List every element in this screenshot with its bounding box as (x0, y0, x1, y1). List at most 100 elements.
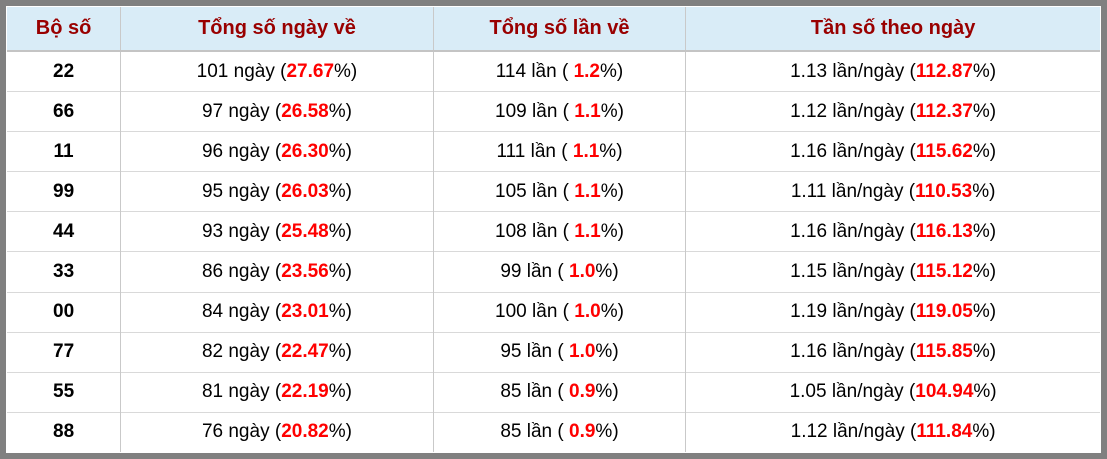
times-suffix: %) (595, 261, 619, 283)
frequency-suffix: %) (972, 60, 997, 82)
days-suffix: %) (328, 220, 352, 242)
times-suffix: %) (595, 421, 619, 443)
cell-pair-number: 55 (7, 371, 121, 413)
cell-total-days: 84 ngày (23.01%) (120, 291, 434, 333)
cell-frequency-per-day: 1.16 lần/ngày (116.13%) (685, 211, 1100, 252)
frequency-text: 1.15 lần/ngày ( (790, 261, 916, 283)
cell-pair-number: 99 (7, 171, 121, 212)
pair-number: 33 (53, 261, 75, 283)
frequency-percent: 119.05 (915, 301, 973, 323)
times-text: 111 lần ( (496, 140, 573, 162)
times-suffix: %) (600, 60, 624, 82)
cell-total-days: 81 ngày (22.19%) (120, 371, 434, 413)
times-text: 105 lần ( (495, 180, 575, 202)
times-suffix: %) (595, 381, 619, 403)
pair-number: 55 (53, 381, 75, 403)
cell-total-times: 99 lần ( 1.0%) (432, 251, 686, 293)
times-percent: 1.0 (569, 261, 596, 283)
cell-total-times: 95 lần ( 1.0%) (432, 331, 686, 373)
times-suffix: %) (600, 180, 624, 202)
frequency-suffix: %) (973, 381, 997, 403)
days-percent: 23.56 (281, 261, 329, 283)
days-suffix: %) (328, 100, 352, 122)
cell-frequency-per-day: 1.16 lần/ngày (115.62%) (685, 131, 1100, 172)
days-text: 101 ngày ( (196, 60, 287, 82)
days-percent: 26.30 (281, 140, 329, 162)
cell-total-days: 95 ngày (26.03%) (120, 171, 434, 212)
days-percent: 23.01 (281, 301, 329, 323)
days-text: 96 ngày ( (201, 140, 282, 162)
days-percent: 20.82 (281, 421, 329, 443)
days-suffix: %) (328, 180, 352, 202)
cell-total-times: 100 lần ( 1.0%) (432, 291, 686, 333)
table-row: 00 84 ngày (23.01%) 100 lần ( 1.0%) 1.19… (7, 291, 1100, 333)
table-row: 44 93 ngày (25.48%) 108 lần ( 1.1%) 1.16… (7, 211, 1100, 252)
days-text: 84 ngày ( (201, 301, 282, 323)
times-suffix: %) (599, 140, 623, 162)
frequency-text: 1.13 lần/ngày ( (790, 60, 916, 82)
frequency-suffix: %) (972, 421, 996, 443)
cell-total-times: 108 lần ( 1.1%) (432, 211, 686, 252)
cell-frequency-per-day: 1.16 lần/ngày (115.85%) (685, 331, 1100, 373)
cell-frequency-per-day: 1.05 lần/ngày (104.94%) (685, 371, 1100, 413)
cell-pair-number: 88 (7, 411, 121, 452)
times-text: 99 lần ( (500, 261, 569, 283)
frequency-text: 1.16 lần/ngày ( (790, 341, 916, 363)
cell-total-days: 97 ngày (26.58%) (120, 91, 434, 132)
times-percent: 1.2 (573, 60, 600, 82)
days-percent: 27.67 (286, 60, 335, 82)
table-row: 22 101 ngày (27.67%) 114 lần ( 1.2%) 1.1… (7, 51, 1100, 92)
column-header-days: Tổng số ngày về (120, 7, 434, 52)
table-row: 33 86 ngày (23.56%) 99 lần ( 1.0%) 1.15 … (7, 251, 1100, 293)
times-percent: 1.1 (574, 180, 601, 202)
cell-frequency-per-day: 1.19 lần/ngày (119.05%) (685, 291, 1100, 333)
cell-frequency-per-day: 1.11 lần/ngày (110.53%) (685, 171, 1100, 212)
frequency-text: 1.19 lần/ngày ( (790, 301, 916, 323)
pair-number: 88 (53, 421, 75, 443)
frequency-suffix: %) (972, 100, 997, 122)
pair-number: 22 (53, 60, 75, 82)
times-text: 114 lần ( (495, 60, 574, 82)
cell-total-days: 96 ngày (26.30%) (120, 131, 434, 172)
times-text: 109 lần ( (495, 100, 575, 122)
frequency-suffix: %) (972, 140, 997, 162)
frequency-percent: 115.12 (915, 261, 973, 283)
cell-total-times: 111 lần ( 1.1%) (432, 131, 686, 172)
frequency-percent: 111.84 (916, 421, 973, 443)
days-text: 82 ngày ( (201, 341, 282, 363)
cell-total-times: 109 lần ( 1.1%) (432, 91, 686, 132)
times-text: 108 lần ( (495, 220, 575, 242)
days-text: 76 ngày ( (201, 421, 282, 443)
times-percent: 1.1 (572, 140, 600, 162)
frequency-suffix: %) (972, 301, 997, 323)
frequency-percent: 112.87 (915, 60, 973, 82)
days-percent: 22.47 (281, 341, 329, 363)
days-suffix: %) (328, 261, 352, 283)
frequency-percent: 112.37 (915, 100, 973, 122)
frequency-percent: 116.13 (915, 220, 973, 242)
frequency-suffix: %) (972, 261, 997, 283)
days-percent: 26.03 (281, 180, 329, 202)
cell-total-days: 86 ngày (23.56%) (120, 251, 434, 293)
days-text: 81 ngày ( (201, 381, 282, 403)
table-body: 22 101 ngày (27.67%) 114 lần ( 1.2%) 1.1… (7, 51, 1100, 452)
cell-pair-number: 66 (7, 91, 121, 132)
pair-number: 66 (53, 100, 75, 122)
cell-pair-number: 22 (7, 51, 121, 92)
times-text: 95 lần ( (500, 341, 569, 363)
table-row: 11 96 ngày (26.30%) 111 lần ( 1.1%) 1.16… (7, 131, 1100, 172)
frequency-suffix: %) (972, 341, 997, 363)
column-header-pair: Bộ số (7, 7, 121, 52)
cell-frequency-per-day: 1.12 lần/ngày (111.84%) (685, 411, 1100, 452)
column-header-frequency: Tần số theo ngày (685, 7, 1100, 52)
cell-pair-number: 00 (7, 291, 121, 333)
frequency-text: 1.11 lần/ngày ( (790, 180, 916, 202)
times-suffix: %) (600, 301, 624, 323)
cell-total-times: 114 lần ( 1.2%) (432, 51, 686, 92)
frequency-percent: 115.62 (915, 140, 973, 162)
cell-frequency-per-day: 1.15 lần/ngày (115.12%) (685, 251, 1100, 293)
days-suffix: %) (334, 60, 358, 82)
frequency-text: 1.12 lần/ngày ( (790, 100, 916, 122)
times-percent: 0.9 (569, 381, 596, 403)
